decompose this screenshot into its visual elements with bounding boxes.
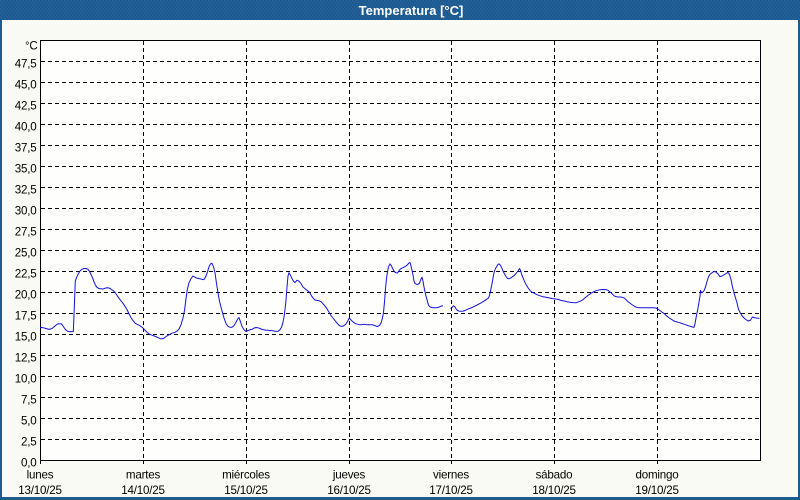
svg-text:32,5: 32,5 [15,183,37,196]
svg-text:37,5: 37,5 [15,141,37,154]
svg-text:35,0: 35,0 [15,162,37,175]
svg-text:17,5: 17,5 [15,309,37,322]
svg-text:°C: °C [25,40,38,53]
svg-text:2,5: 2,5 [21,435,37,448]
svg-text:lunes: lunes [27,469,54,482]
svg-text:martes: martes [126,469,161,482]
svg-text:viernes: viernes [433,469,469,482]
svg-text:5,0: 5,0 [21,414,37,427]
svg-text:domingo: domingo [635,469,678,482]
svg-text:7,5: 7,5 [21,393,37,406]
svg-text:25,0: 25,0 [15,246,37,259]
svg-text:10,0: 10,0 [15,372,37,385]
svg-text:27,5: 27,5 [15,225,37,238]
svg-text:45,0: 45,0 [15,78,37,91]
svg-text:20,0: 20,0 [15,288,37,301]
svg-text:14/10/25: 14/10/25 [121,484,165,497]
svg-text:0,0: 0,0 [21,456,37,469]
svg-text:12,5: 12,5 [15,351,37,364]
svg-text:30,0: 30,0 [15,204,37,217]
svg-text:miércoles: miércoles [222,469,270,482]
svg-text:sábado: sábado [536,469,573,482]
svg-text:15/10/25: 15/10/25 [224,484,268,497]
svg-text:15,0: 15,0 [15,330,37,343]
svg-text:22,5: 22,5 [15,267,37,280]
svg-text:47,5: 47,5 [15,57,37,70]
svg-text:18/10/25: 18/10/25 [532,484,576,497]
svg-text:42,5: 42,5 [15,99,37,112]
svg-text:Temperatura [°C]: Temperatura [°C] [359,3,464,18]
svg-text:19/10/25: 19/10/25 [635,484,679,497]
svg-text:jueves: jueves [332,469,366,482]
svg-text:17/10/25: 17/10/25 [429,484,473,497]
svg-text:16/10/25: 16/10/25 [327,484,371,497]
svg-text:13/10/25: 13/10/25 [18,484,62,497]
svg-text:40,0: 40,0 [15,120,37,133]
